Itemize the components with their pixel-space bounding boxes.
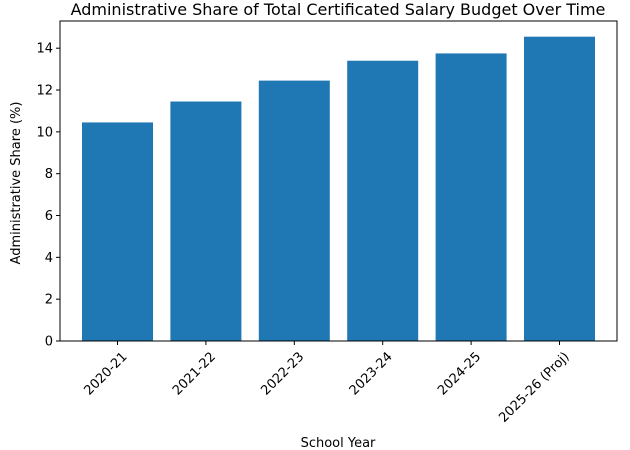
bars-group <box>82 36 595 342</box>
chart-title: Administrative Share of Total Certificat… <box>71 0 606 19</box>
y-tick-label: 8 <box>45 167 53 182</box>
y-axis: 0 2 4 6 8 10 12 14 <box>36 42 60 350</box>
y-tick-label: 12 <box>36 84 53 99</box>
x-axis: 2020-21 2021-22 2022-23 2023-24 2024-25 2025-… <box>82 341 573 426</box>
y-tick-label: 14 <box>36 42 53 57</box>
y-tick-label: 6 <box>45 209 53 224</box>
bar-5 <box>524 36 595 341</box>
bar-0 <box>82 122 153 341</box>
x-tick-label: 2024-25 <box>435 349 484 398</box>
plot-frame <box>59 20 618 342</box>
bar-2 <box>258 80 330 342</box>
bar-4 <box>435 53 507 342</box>
x-tick-label: 2021-22 <box>170 349 219 398</box>
bar-3 <box>347 60 419 342</box>
x-tick-label: 2023-24 <box>347 349 396 398</box>
x-tick-label: 2025-26 (Proj) <box>496 349 572 425</box>
y-tick-label: 2 <box>45 293 53 308</box>
y-tick-label: 0 <box>45 335 53 350</box>
y-tick-label: 10 <box>36 125 53 140</box>
y-tick-label: 4 <box>45 251 53 266</box>
x-tick-label: 2022-23 <box>258 349 307 398</box>
x-axis-label: School Year <box>301 436 376 450</box>
x-tick-label: 2020-21 <box>82 349 131 398</box>
y-axis-label: Administrative Share (%) <box>9 102 24 265</box>
bar-1 <box>170 101 242 342</box>
